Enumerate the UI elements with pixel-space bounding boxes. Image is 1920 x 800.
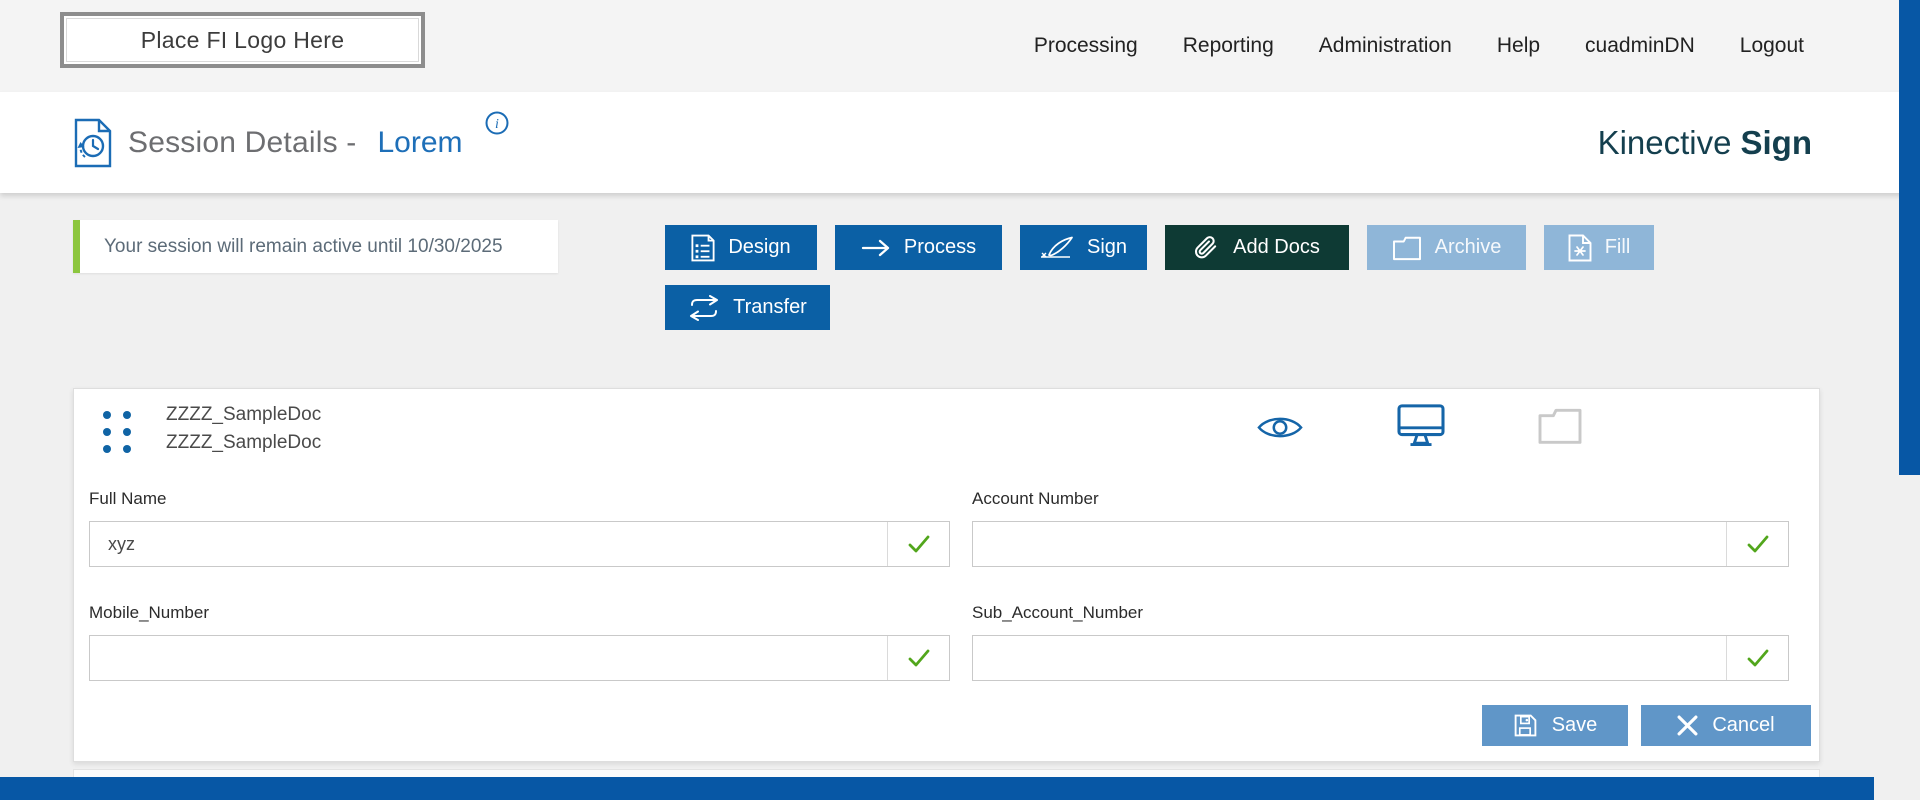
field-label: Full Name — [89, 489, 167, 508]
fill-document-icon — [1568, 234, 1592, 262]
document-name-2: ZZZZ_SampleDoc — [166, 432, 322, 453]
app-header: Place FI Logo Here Processing Reporting … — [0, 0, 1920, 92]
session-expiry-text: Your session will remain active until 10… — [104, 235, 503, 257]
transfer-arrows-icon — [688, 294, 720, 321]
design-button-label: Design — [728, 236, 791, 258]
document-name-1: ZZZZ_SampleDoc — [166, 404, 322, 425]
add-docs-button-label: Add Docs — [1233, 236, 1320, 258]
field-full-name: Full Name — [89, 489, 950, 567]
field-label: Account Number — [972, 489, 1099, 508]
action-row-2: Transfer — [665, 285, 1675, 330]
nav-item-help[interactable]: Help — [1496, 34, 1541, 57]
nav-item-reporting[interactable]: Reporting — [1182, 34, 1274, 57]
brand-regular: Kinective — [1597, 123, 1732, 161]
add-docs-button[interactable]: Add Docs — [1165, 225, 1349, 270]
transfer-button-label: Transfer — [733, 296, 807, 318]
valid-check-icon — [887, 636, 949, 680]
svg-text:i: i — [495, 117, 499, 132]
document-names: ZZZZ_SampleDoc ZZZZ_SampleDoc — [166, 401, 321, 457]
folder-archive-icon[interactable] — [1537, 405, 1583, 445]
full-name-input-wrap — [89, 521, 950, 567]
info-icon[interactable]: i — [484, 110, 510, 136]
sign-button-label: Sign — [1086, 236, 1128, 258]
session-action-toolbar: Design Process Sign — [665, 225, 1675, 330]
archive-button-label: Archive — [1434, 236, 1502, 258]
save-floppy-icon — [1513, 713, 1538, 738]
nav-item-username[interactable]: cuadminDN — [1585, 34, 1695, 57]
save-button-label: Save — [1551, 714, 1598, 736]
session-history-icon — [73, 118, 113, 168]
field-mobile-number: Mobile_Number — [89, 603, 950, 681]
full-name-input[interactable] — [90, 522, 887, 566]
monitor-view-icon[interactable] — [1396, 403, 1446, 447]
drag-handle[interactable] — [103, 411, 131, 453]
arrow-right-icon — [861, 238, 891, 258]
eye-preview-icon[interactable] — [1257, 413, 1303, 442]
form-action-buttons: Save Cancel — [1482, 705, 1811, 746]
sub-account-number-input-wrap — [972, 635, 1789, 681]
sub-account-number-input[interactable] — [973, 636, 1726, 680]
nav-item-administration[interactable]: Administration — [1318, 34, 1452, 57]
cancel-button-label: Cancel — [1712, 714, 1775, 736]
archive-button[interactable]: Archive — [1367, 225, 1526, 270]
folder-icon — [1392, 235, 1422, 261]
cancel-x-icon — [1677, 715, 1698, 736]
nav-item-processing[interactable]: Processing — [1033, 34, 1138, 57]
valid-check-icon — [1726, 522, 1788, 566]
action-row-1: Design Process Sign — [665, 225, 1675, 270]
fill-button-label: Fill — [1604, 236, 1631, 258]
document-card: ZZZZ_SampleDoc ZZZZ_SampleDoc Full Name — [73, 388, 1820, 762]
page-title: Session Details - — [128, 125, 357, 159]
page-title-group: Session Details - Lorem i — [73, 92, 510, 193]
form-fields: Full Name Account Number Mobile_Number — [89, 489, 1789, 681]
kinective-sign-brand: Kinective Sign — [1598, 92, 1812, 193]
field-account-number: Account Number — [972, 489, 1789, 567]
design-document-icon — [691, 234, 715, 262]
cancel-button[interactable]: Cancel — [1641, 705, 1811, 746]
fill-button[interactable]: Fill — [1544, 225, 1654, 270]
design-button[interactable]: Design — [665, 225, 817, 270]
title-bar: Session Details - Lorem i Kinective Sign — [0, 92, 1920, 193]
account-number-input-wrap — [972, 521, 1789, 567]
account-number-input[interactable] — [973, 522, 1726, 566]
nav-item-logout[interactable]: Logout — [1739, 34, 1804, 57]
field-sub-account-number: Sub_Account_Number — [972, 603, 1789, 681]
fi-logo-text: Place FI Logo Here — [140, 26, 345, 53]
transfer-button[interactable]: Transfer — [665, 285, 830, 330]
right-blue-bar — [1899, 0, 1920, 475]
bottom-blue-bar — [0, 777, 1874, 800]
paperclip-icon — [1194, 233, 1220, 263]
valid-check-icon — [1726, 636, 1788, 680]
brand-bold: Sign — [1740, 123, 1813, 161]
process-button-label: Process — [903, 236, 977, 258]
field-label: Mobile_Number — [89, 603, 209, 622]
sign-button[interactable]: Sign — [1020, 225, 1147, 270]
session-name-link[interactable]: Lorem — [377, 125, 463, 159]
save-button[interactable]: Save — [1482, 705, 1628, 746]
main-nav: Processing Reporting Administration Help… — [1034, 0, 1804, 92]
session-expiry-note: Your session will remain active until 10… — [73, 220, 558, 273]
signature-pen-icon — [1040, 236, 1074, 260]
mobile-number-input[interactable] — [90, 636, 887, 680]
field-label: Sub_Account_Number — [972, 603, 1144, 622]
valid-check-icon — [887, 522, 949, 566]
fi-logo-placeholder: Place FI Logo Here — [60, 12, 425, 68]
mobile-number-input-wrap — [89, 635, 950, 681]
process-button[interactable]: Process — [835, 225, 1002, 270]
